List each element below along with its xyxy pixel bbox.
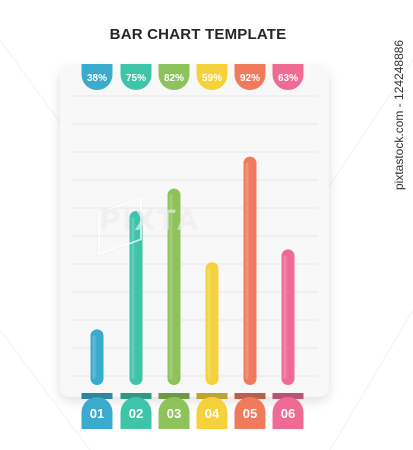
bar — [129, 211, 143, 385]
bar — [205, 262, 219, 385]
category-tab — [120, 397, 152, 429]
category-tab-fold — [158, 393, 190, 399]
category-tab-fold — [196, 393, 228, 399]
category-tab — [234, 396, 266, 429]
bar-highlight — [245, 162, 249, 379]
category-tab — [272, 396, 304, 429]
category-label: 05 — [243, 406, 257, 421]
value-label: 59% — [202, 73, 222, 84]
value-tab — [234, 64, 266, 90]
bar-highlight — [92, 335, 96, 379]
stock-credit: pixtastock.com - 124248886 — [392, 39, 406, 190]
value-tab — [81, 64, 113, 90]
value-tab — [158, 64, 190, 90]
value-tab — [196, 64, 228, 90]
category-tab-fold — [272, 393, 304, 399]
value-tab — [272, 64, 304, 90]
bar — [243, 156, 257, 385]
value-label: 75% — [126, 73, 146, 84]
chart-title: BAR CHART TEMPLATE — [109, 26, 287, 43]
value-label: 82% — [164, 73, 184, 84]
bar-highlight — [169, 194, 173, 379]
value-label: 92% — [240, 73, 260, 84]
bar-highlight — [207, 268, 211, 379]
bar — [90, 329, 104, 385]
bar — [167, 188, 181, 385]
category-label: 03 — [167, 406, 181, 421]
bar — [281, 249, 295, 385]
value-tab — [120, 64, 152, 90]
category-tab-fold — [120, 393, 152, 399]
bar-highlight — [131, 217, 135, 379]
watermark: PIXTA — [100, 204, 202, 237]
category-tab — [158, 396, 190, 429]
category-tab — [196, 396, 228, 429]
category-tab-fold — [81, 393, 113, 399]
value-label: 63% — [278, 73, 298, 84]
value-label: 38% — [87, 73, 107, 84]
category-label: 01 — [90, 406, 104, 421]
category-label: 06 — [281, 406, 295, 421]
bar-highlight — [283, 255, 287, 379]
category-tab-fold — [234, 393, 266, 399]
category-label: 04 — [205, 406, 220, 421]
category-tab — [81, 396, 113, 429]
category-label: 02 — [129, 406, 143, 421]
